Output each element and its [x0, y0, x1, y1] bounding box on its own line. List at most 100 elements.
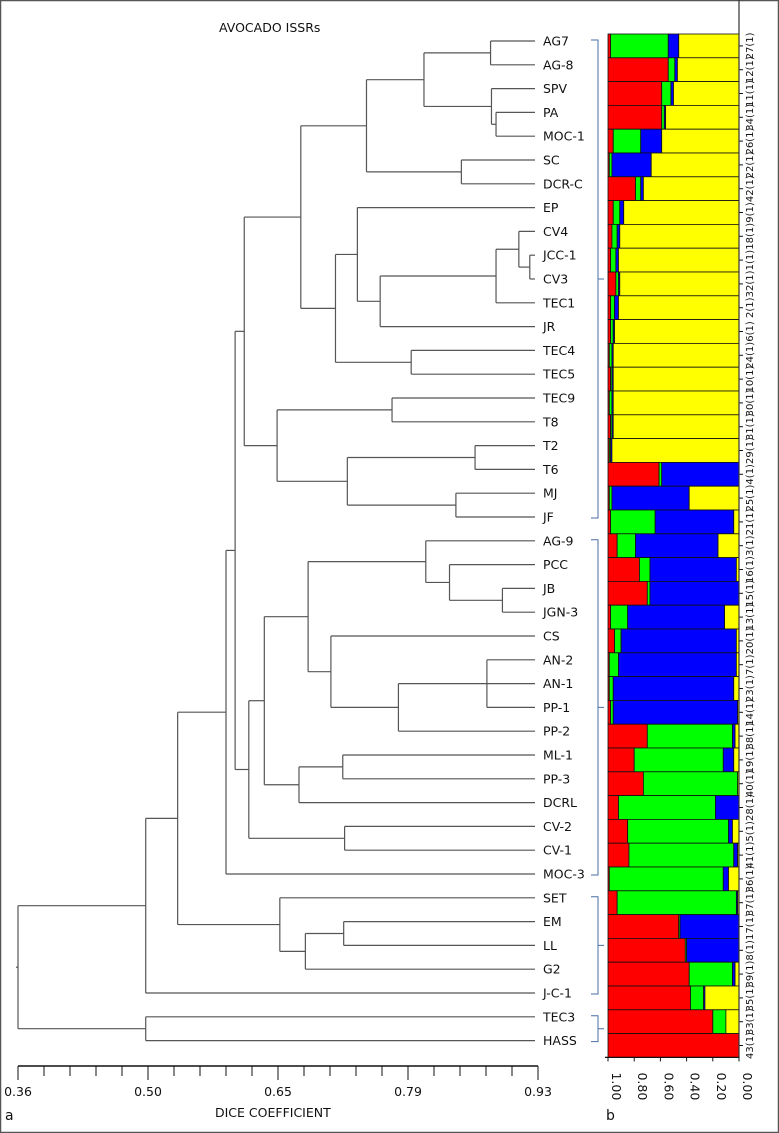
bar-tick-label: 0.60	[661, 1072, 676, 1100]
row-label: 10(1)	[745, 366, 756, 393]
bar-segment	[618, 652, 737, 677]
row-label: 9(1)	[745, 202, 756, 223]
bar-segment	[607, 223, 613, 249]
bar-segment	[618, 795, 716, 820]
bar-segment	[627, 604, 725, 630]
bar-segment	[610, 295, 615, 320]
row-label: 16(1)	[745, 556, 756, 583]
bar-segment	[722, 747, 735, 773]
bar-segment	[612, 390, 740, 416]
leaf-label: SC	[543, 153, 560, 168]
leaf-label: PA	[543, 105, 559, 120]
bar-segment	[732, 819, 740, 844]
row-label: 11(1)	[745, 80, 756, 107]
leaf-label: MJ	[543, 486, 557, 501]
bar-segment	[688, 485, 740, 511]
bar-segment	[635, 533, 719, 558]
bar-segment	[688, 961, 733, 987]
row-label: 36(1)	[745, 865, 756, 892]
leaf-label: T6	[542, 462, 559, 477]
bar-segment	[642, 176, 740, 202]
leaf-label: SET	[543, 890, 567, 905]
leaf-label: J-C-1	[542, 986, 572, 1001]
bar-segment	[728, 866, 740, 892]
bar-segment	[690, 985, 705, 1011]
leaf-label: JR	[542, 319, 556, 334]
row-label: 17(1)	[745, 913, 756, 940]
bar-segment	[608, 866, 724, 892]
bar-segment	[686, 938, 740, 963]
bar-segment	[607, 271, 617, 297]
row-label: 30(1)	[745, 389, 756, 416]
tick-label: 0.36	[4, 1084, 32, 1099]
bar-segment	[607, 200, 614, 225]
bar-segment	[607, 747, 635, 773]
row-label: 13(1)	[745, 604, 756, 631]
bar-segment	[722, 866, 729, 892]
bar-segment	[639, 557, 651, 582]
panel-label-b: b	[606, 1108, 615, 1124]
row-label: 23(1)	[745, 675, 756, 702]
bar-segment	[616, 533, 636, 558]
row-label: 39(1)	[745, 961, 756, 988]
leaf-label: MOC-1	[543, 129, 585, 144]
bar-segment	[654, 509, 735, 535]
bar-segment	[607, 1033, 740, 1058]
bar-segment	[607, 819, 629, 844]
leaf-label: PCC	[543, 557, 568, 572]
row-label: 21(1)	[745, 508, 756, 535]
bar-segment	[661, 128, 740, 154]
row-label: 12(1)	[745, 56, 756, 83]
bar-segment	[614, 295, 619, 320]
structure-bar-plot: 27(1)12(1)11(1)34(1)26(1)22(1)42(1)9(1)1…	[605, 0, 756, 1100]
tick-label: 0.93	[524, 1084, 552, 1099]
bar-segment	[612, 366, 740, 392]
leaf-label: T2	[542, 438, 559, 453]
row-label: 19(1)	[745, 746, 756, 773]
bar-segment	[608, 652, 619, 677]
row-label: 14(1)	[745, 699, 756, 726]
row-label: 32(1)	[745, 270, 756, 297]
row-label: 22(1)	[745, 151, 756, 178]
leaf-label: CS	[543, 629, 560, 644]
bar-segment	[619, 271, 740, 297]
panel-label-a: a	[5, 1108, 14, 1124]
bar-segment	[618, 247, 740, 273]
leaf-label: G2	[543, 962, 561, 977]
bar-segment	[667, 33, 680, 59]
leaf-label: JCC-1	[542, 248, 577, 263]
row-label: 25(1)	[745, 485, 756, 512]
leaf-label: CV3	[543, 272, 568, 287]
bar-tick-label: 0.00	[740, 1072, 755, 1100]
bar-segment	[650, 152, 740, 178]
bar-segment	[607, 914, 680, 939]
bar-segment	[667, 57, 676, 82]
leaf-label: TEC3	[542, 1009, 575, 1024]
bar-segment	[614, 319, 740, 344]
bar-segment	[665, 105, 740, 130]
row-label: 35(1)	[745, 984, 756, 1011]
bar-segment	[614, 628, 622, 654]
bar-segment	[704, 985, 740, 1011]
bar-segment	[612, 128, 642, 154]
row-label: 3(1)	[745, 535, 756, 556]
row-label: 18(1)	[745, 223, 756, 250]
bar-segment	[616, 890, 737, 915]
bar-tick-label: 0.40	[688, 1072, 703, 1100]
x-axis: 0.36 0.50 0.65 0.79 0.93	[4, 1065, 552, 1099]
bar-segment	[677, 57, 740, 82]
leaf-label: PP-2	[543, 724, 570, 739]
bar-segment	[611, 152, 652, 178]
bar-segment	[635, 176, 642, 202]
row-label: 8(1)	[745, 940, 756, 961]
row-label: 6(1)	[745, 321, 756, 342]
row-label: 20(1)	[745, 627, 756, 654]
leaf-label: CV-1	[543, 843, 572, 858]
bar-segment	[612, 200, 621, 225]
row-label: 15(1)	[745, 580, 756, 607]
cluster-bracket	[591, 1015, 604, 1043]
bar-segment	[607, 628, 615, 654]
leaf-label: DCR-C	[543, 176, 583, 191]
bar-segment	[628, 842, 735, 868]
